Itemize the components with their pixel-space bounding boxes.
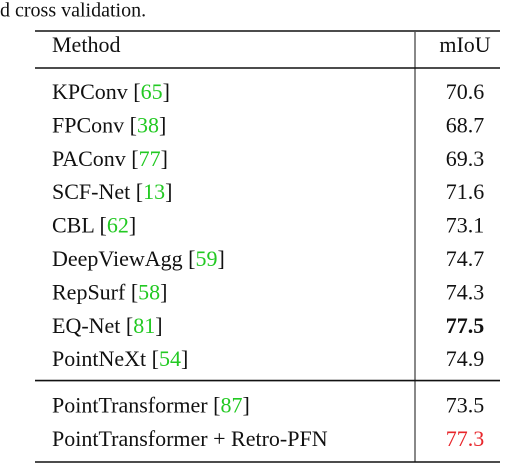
cite-close: ] [129,213,136,238]
cite-close: ] [159,112,166,137]
method-cell: PointNeXt [54] [52,346,188,371]
method-name: SCF-Net [52,179,130,204]
method-cell: CBL [62] [52,213,136,238]
citation: 59 [195,246,217,271]
cite-open: [ [126,313,133,338]
cite-close: ] [163,79,170,104]
cite-open: [ [188,246,195,271]
method-name: PointNeXt [52,346,146,371]
cite-close: ] [165,179,172,204]
citation: 38 [137,112,159,137]
method-cell: PointTransformer + Retro-PFN [52,426,328,451]
miou-cell: 77.3 [446,426,485,451]
miou-cell: 73.1 [446,213,485,238]
method-cell: EQ-Net [81] [52,313,163,338]
method-name: PointTransformer [52,393,208,418]
method-cell: DeepViewAgg [59] [52,246,225,271]
miou-cell: 77.5 [446,313,485,338]
citation: 77 [139,146,161,171]
citation: 62 [107,213,129,238]
miou-cell: 70.6 [446,79,485,104]
cite-close: ] [161,146,168,171]
cite-open: [ [213,393,220,418]
cite-close: ] [160,279,167,304]
cite-open: [ [131,146,138,171]
miou-cell: 74.3 [446,279,485,304]
method-name: DeepViewAgg [52,246,183,271]
cite-open: [ [133,79,140,104]
cite-close: ] [155,313,162,338]
method-name: KPConv [52,79,128,104]
method-name: RepSurf [52,279,126,304]
citation: 87 [220,393,242,418]
method-name: PAConv [52,146,126,171]
method-name: FPConv [52,112,124,137]
cite-open: [ [136,179,143,204]
caption: d cross validation. [0,0,146,22]
cite-close: ] [242,393,249,418]
miou-cell: 68.7 [446,112,485,137]
method-name: CBL [52,213,94,238]
cite-close: ] [181,346,188,371]
header-method: Method [52,32,120,57]
citation: 58 [138,279,160,304]
method-name: EQ-Net [52,313,120,338]
miou-cell: 69.3 [446,146,485,171]
cite-open: [ [131,279,138,304]
method-cell: RepSurf [58] [52,279,167,304]
method-cell: PointTransformer [87] [52,393,250,418]
citation: 65 [141,79,163,104]
miou-cell: 74.9 [446,346,485,371]
header-miou: mIoU [439,32,490,57]
cite-close: ] [217,246,224,271]
citation: 13 [143,179,165,204]
miou-cell: 74.7 [446,246,485,271]
miou-cell: 73.5 [446,393,485,418]
miou-cell: 71.6 [446,179,485,204]
method-cell: PAConv [77] [52,146,168,171]
citation: 81 [133,313,155,338]
method-cell: KPConv [65] [52,79,170,104]
method-cell: SCF-Net [13] [52,179,172,204]
method-name: PointTransformer + Retro-PFN [52,426,328,451]
citation: 54 [159,346,181,371]
cite-open: [ [99,213,106,238]
cite-open: [ [130,112,137,137]
cite-open: [ [152,346,159,371]
method-cell: FPConv [38] [52,112,166,137]
